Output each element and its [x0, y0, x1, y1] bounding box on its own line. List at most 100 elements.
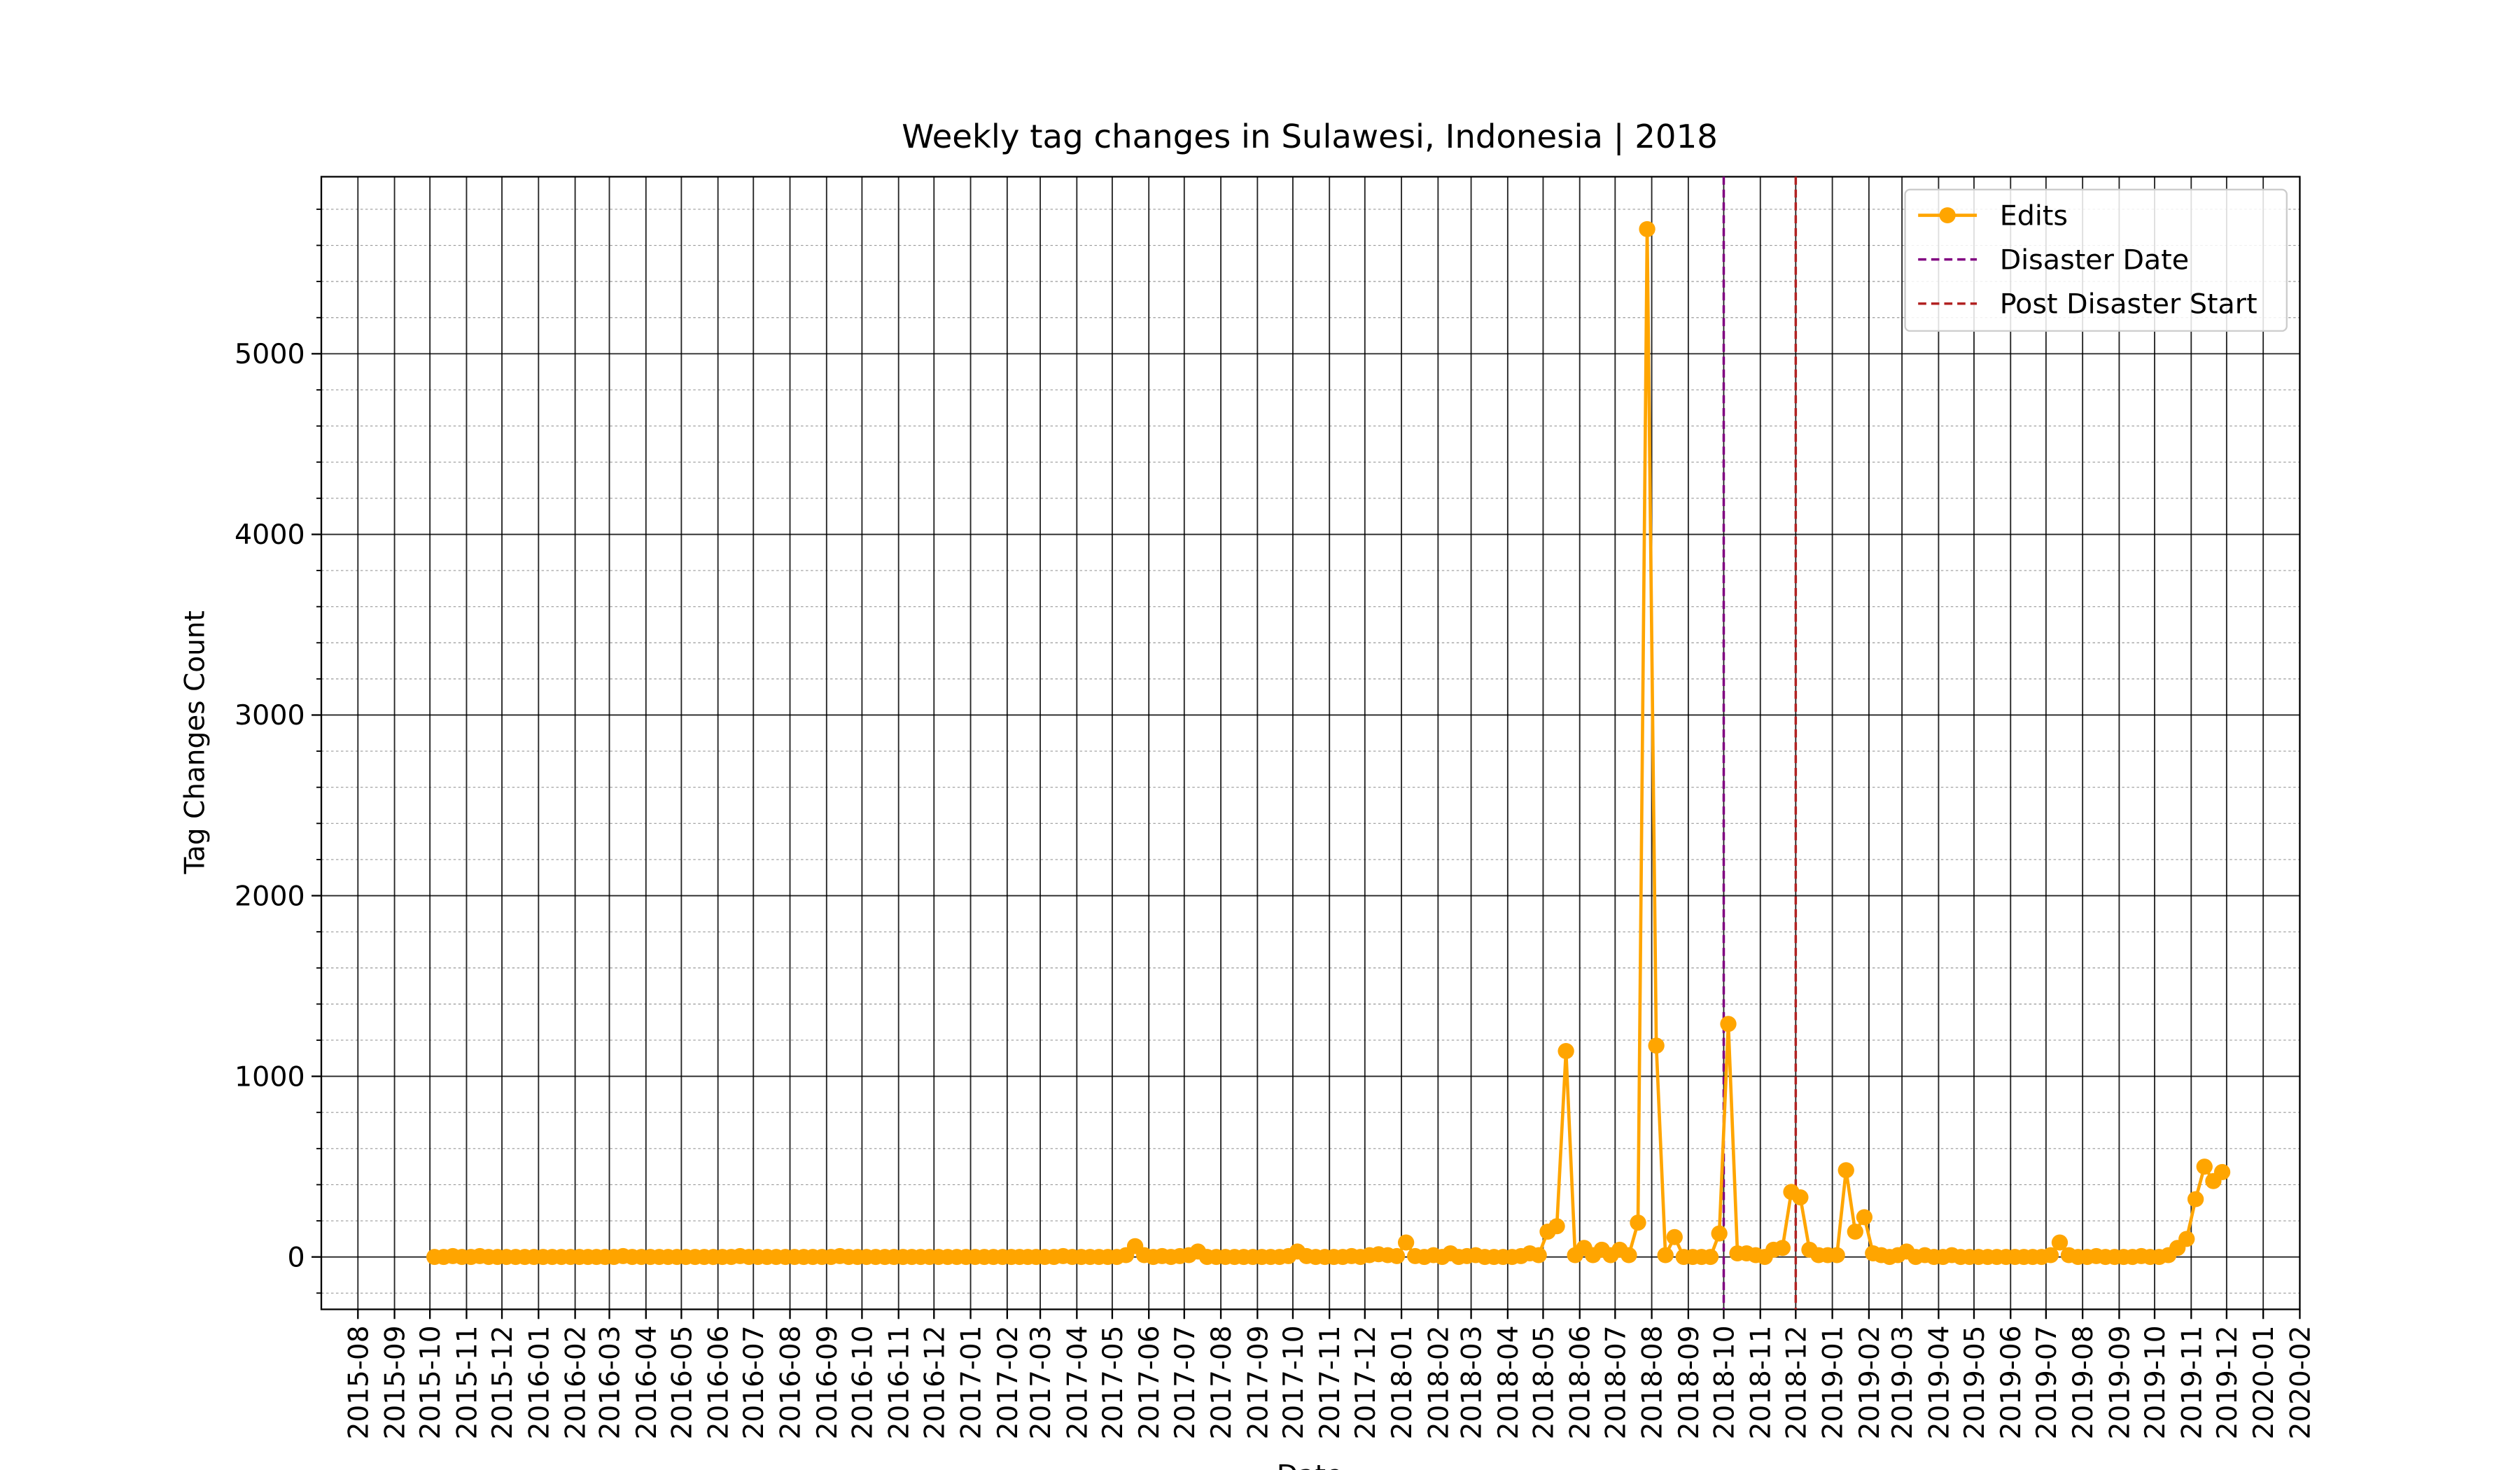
data-point	[1792, 1189, 1809, 1205]
data-point	[1397, 1234, 1415, 1251]
data-point	[2178, 1231, 2195, 1247]
data-point	[1666, 1228, 1683, 1245]
data-point	[1657, 1247, 1674, 1264]
data-point	[1630, 1214, 1646, 1231]
x-tick-label: 2018-03	[1456, 1325, 1488, 1439]
x-tick-label: 2017-11	[1315, 1325, 1346, 1439]
y-tick-label: 4000	[234, 519, 305, 551]
data-point	[1648, 1037, 1665, 1054]
x-tick-label: 2018-01	[1387, 1325, 1418, 1439]
legend-marker	[1939, 207, 1956, 224]
data-point	[1639, 220, 1656, 237]
data-point	[1720, 1016, 1737, 1032]
x-tick-label: 2016-05	[666, 1325, 698, 1439]
x-tick-label: 2016-06	[703, 1325, 734, 1439]
legend-label: Post Disaster Start	[2000, 289, 2258, 321]
y-tick-label: 3000	[234, 701, 305, 732]
x-tick-label: 2015-12	[487, 1325, 519, 1439]
x-tick-label: 2015-10	[415, 1325, 447, 1439]
x-tick-label: 2017-01	[955, 1325, 987, 1439]
data-point	[1828, 1247, 1845, 1264]
x-tick-label: 2018-05	[1528, 1325, 1560, 1439]
y-tick-label: 2000	[234, 881, 305, 913]
data-point	[1620, 1247, 1637, 1264]
legend-label: Edits	[2000, 201, 2068, 232]
data-point	[1856, 1209, 1873, 1226]
x-tick-label: 2019-09	[2104, 1325, 2136, 1439]
x-tick-label: 2019-01	[1817, 1325, 1849, 1439]
x-axis-label: Date	[1277, 1460, 1343, 1470]
data-point	[2042, 1247, 2059, 1264]
x-tick-label: 2020-01	[2248, 1325, 2280, 1439]
y-tick-label: 1000	[234, 1062, 305, 1093]
x-tick-label: 2017-04	[1062, 1325, 1093, 1439]
x-tick-label: 2020-02	[2285, 1325, 2316, 1439]
x-tick-label: 2015-09	[379, 1325, 411, 1439]
legend: Edits Disaster Date Post Disaster Start	[1904, 188, 2288, 332]
data-point	[1711, 1225, 1728, 1242]
data-point	[1558, 1042, 1574, 1059]
x-tick-label: 2016-10	[847, 1325, 878, 1439]
data-point	[2213, 1163, 2231, 1180]
x-tick-label: 2018-08	[1637, 1325, 1668, 1439]
series-line	[434, 229, 2224, 1262]
x-tick-label: 2019-12	[2212, 1325, 2244, 1439]
x-tick-label: 2018-12	[1781, 1325, 1812, 1439]
x-tick-label: 2017-12	[1350, 1325, 1382, 1439]
x-tick-label: 2019-02	[1854, 1325, 1886, 1439]
legend-label: Disaster Date	[2000, 245, 2189, 276]
data-point	[1847, 1224, 1863, 1240]
x-tick-label: 2018-07	[1600, 1325, 1632, 1439]
data-point	[1388, 1247, 1406, 1264]
x-tick-label: 2016-02	[560, 1325, 592, 1439]
x-tick-label: 2019-07	[2031, 1325, 2063, 1439]
x-tick-label: 2017-10	[1278, 1325, 1310, 1439]
data-point	[2187, 1191, 2204, 1208]
data-point	[2051, 1234, 2068, 1251]
x-tick-label: 2017-08	[1206, 1325, 1238, 1439]
x-tick-label: 2017-09	[1242, 1325, 1274, 1439]
x-tick-label: 2015-11	[451, 1325, 483, 1439]
x-tick-label: 2016-08	[775, 1325, 806, 1439]
x-tick-label: 2016-11	[883, 1325, 915, 1439]
y-tick-label: 0	[288, 1242, 305, 1274]
chart-title: Weekly tag changes in Sulawesi, Indonesi…	[902, 118, 1718, 156]
x-tick-label: 2019-11	[2176, 1325, 2208, 1439]
x-tick-label: 2018-09	[1674, 1325, 1705, 1439]
x-tick-label: 2019-04	[1924, 1325, 1955, 1439]
data-point	[1837, 1162, 1854, 1179]
x-tick-label: 2019-08	[2068, 1325, 2099, 1439]
data-point	[1774, 1240, 1791, 1256]
x-tick-label: 2016-04	[631, 1325, 663, 1439]
x-tick-label: 2019-05	[1959, 1325, 1991, 1439]
x-tick-label: 2016-07	[738, 1325, 770, 1439]
y-axis-label: Tag Changes Count	[179, 610, 211, 874]
x-tick-label: 2016-03	[594, 1325, 626, 1439]
x-tick-label: 2019-03	[1887, 1325, 1919, 1439]
x-tick-label: 2019-10	[2140, 1325, 2171, 1439]
x-tick-label: 2016-01	[524, 1325, 555, 1439]
x-tick-label: 2017-07	[1170, 1325, 1201, 1439]
x-tick-label: 2018-04	[1493, 1325, 1525, 1439]
data-point	[2196, 1158, 2213, 1175]
x-tick-label: 2017-05	[1098, 1325, 1129, 1439]
x-tick-label: 2018-11	[1745, 1325, 1777, 1439]
x-tick-label: 2017-02	[993, 1325, 1024, 1439]
x-tick-label: 2016-09	[812, 1325, 844, 1439]
x-tick-label: 2017-03	[1026, 1325, 1057, 1439]
data-point	[1548, 1218, 1565, 1235]
x-tick-label: 2019-06	[1996, 1325, 2027, 1439]
x-tick-label: 2015-08	[343, 1325, 374, 1439]
x-tick-label: 2016-12	[919, 1325, 951, 1439]
x-tick-label: 2018-06	[1564, 1325, 1596, 1439]
x-tick-label: 2017-06	[1134, 1325, 1166, 1439]
data-point	[1702, 1249, 1719, 1266]
data-point	[1530, 1247, 1547, 1264]
x-tick-label: 2018-10	[1709, 1325, 1740, 1439]
legend-box	[1904, 188, 2288, 332]
plot-frame	[320, 176, 2301, 1310]
y-tick-label: 5000	[234, 339, 305, 370]
x-tick-label: 2018-02	[1423, 1325, 1455, 1439]
